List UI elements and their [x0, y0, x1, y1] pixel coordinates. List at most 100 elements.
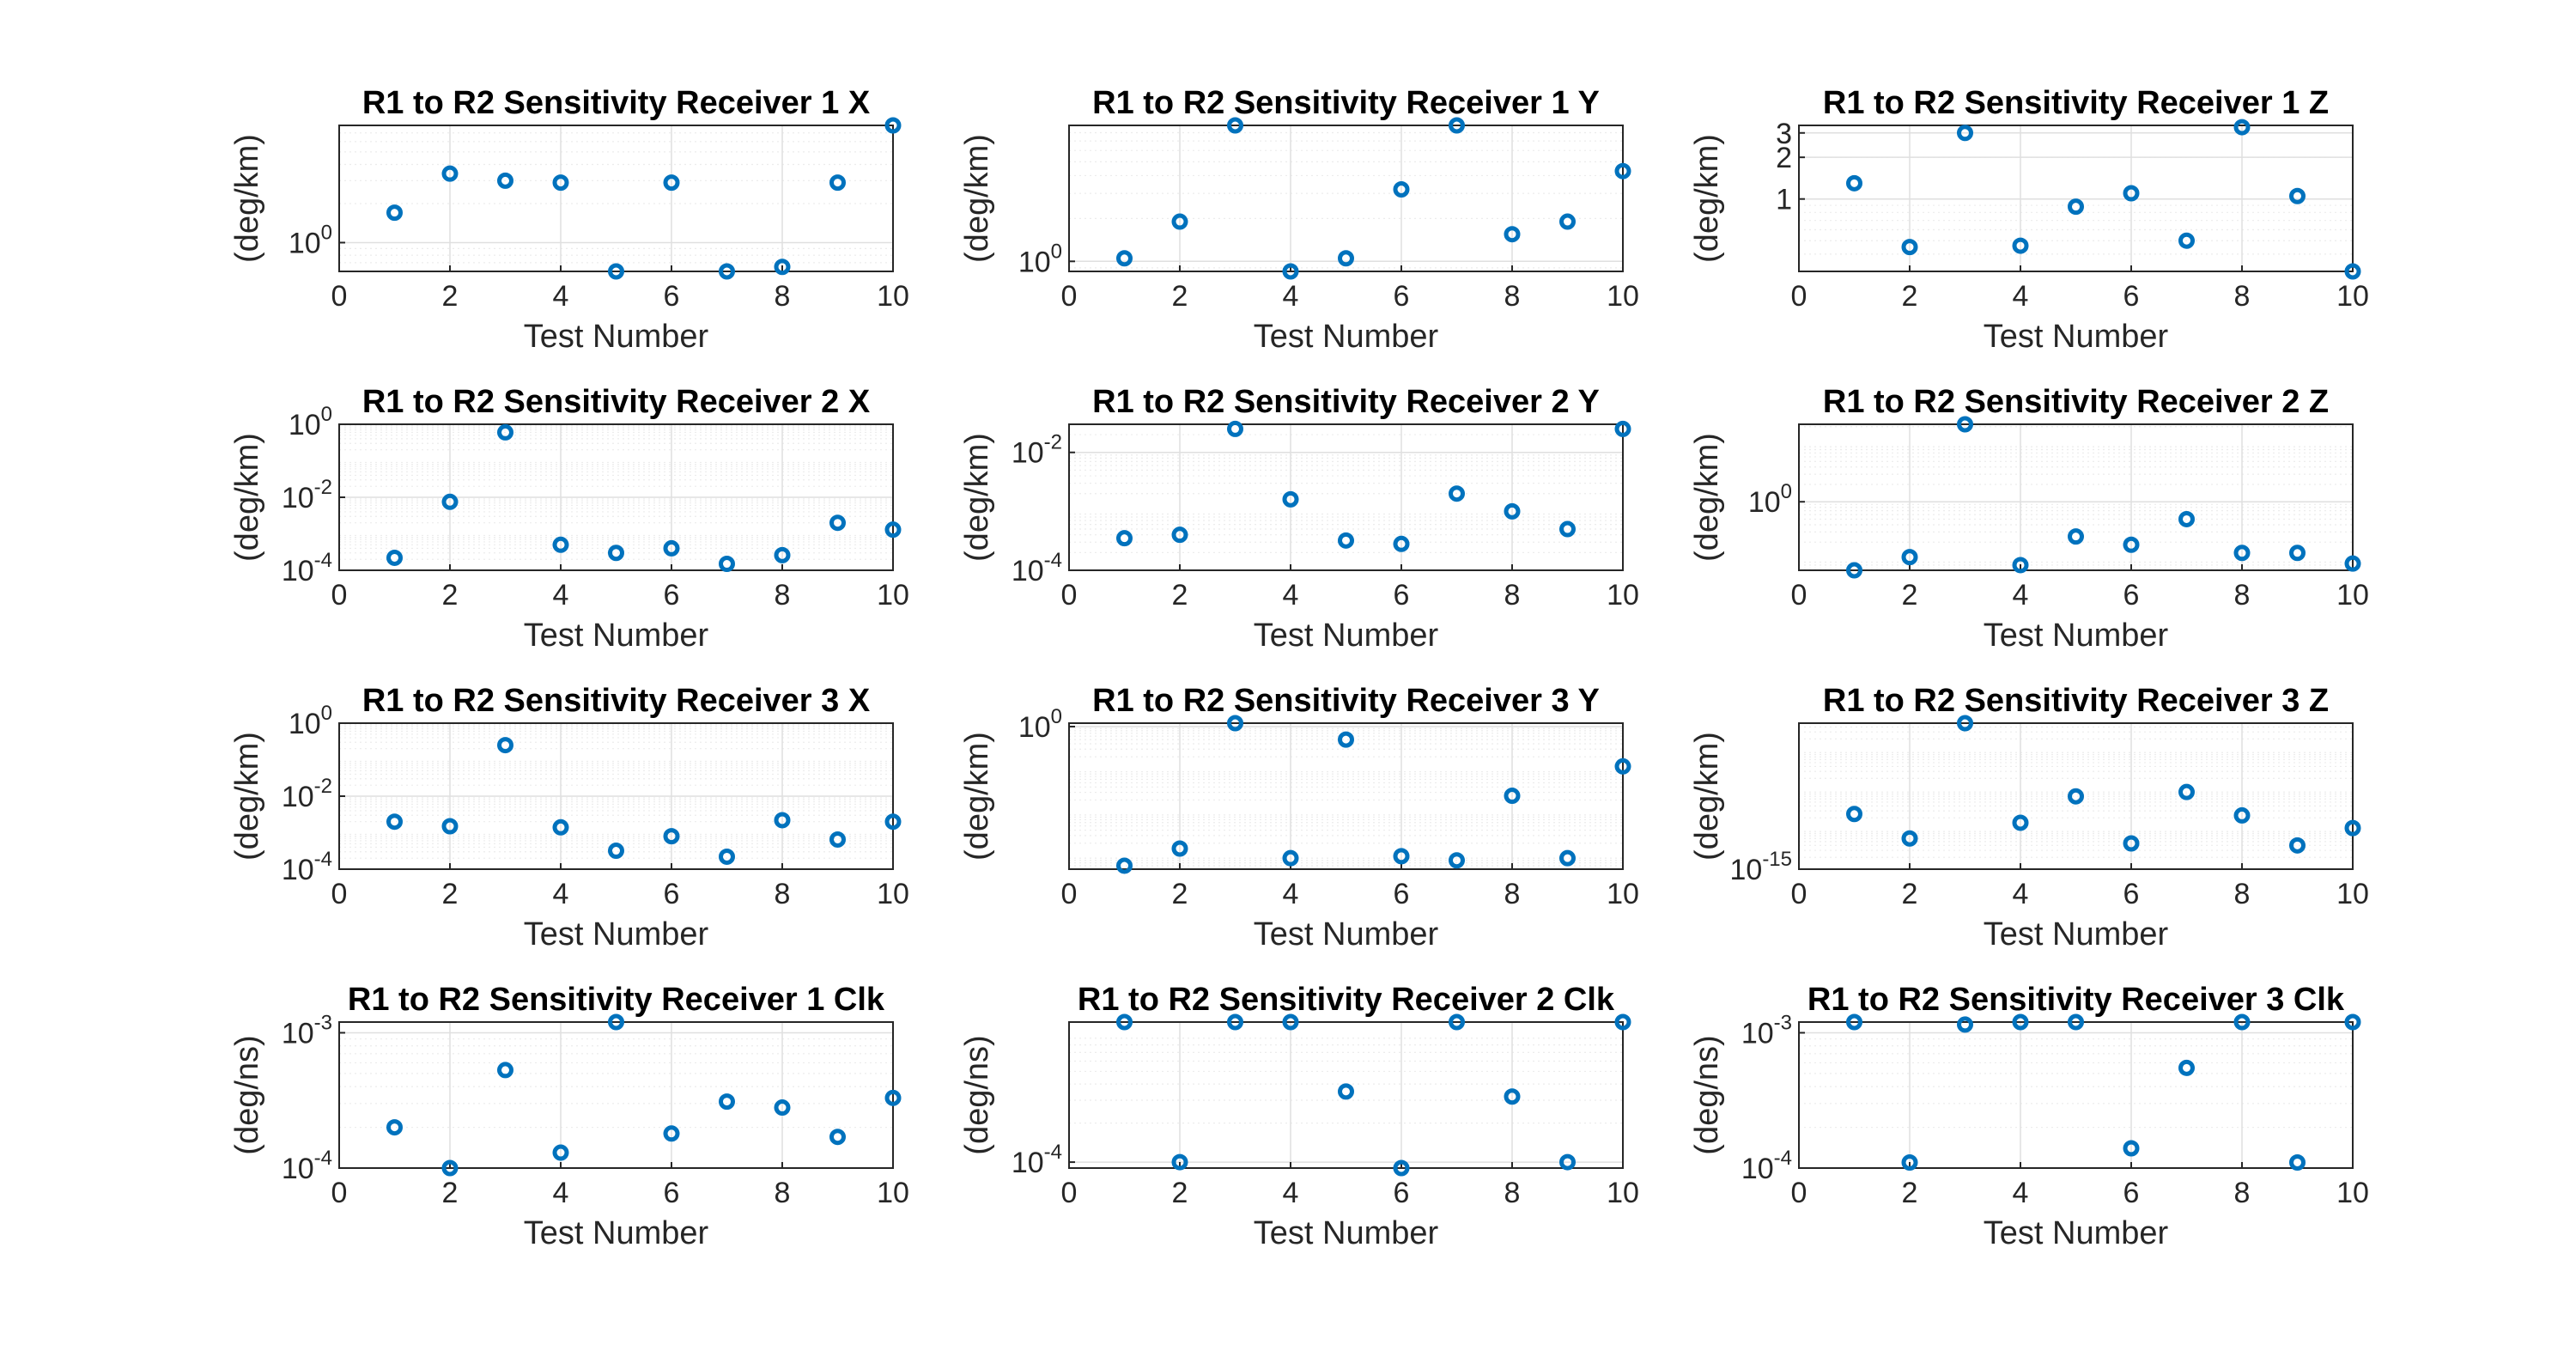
x-tick-label: 0 [1791, 280, 1807, 313]
data-point [1171, 526, 1188, 544]
data-point [2012, 237, 2029, 254]
data-point [608, 843, 624, 860]
data-point [1338, 731, 1354, 748]
data-point [2344, 263, 2361, 280]
data-point [663, 828, 680, 845]
y-tick-label: 10-4 [282, 1147, 332, 1185]
data-point [2344, 1013, 2361, 1031]
x-tick-label: 6 [1394, 878, 1410, 910]
x-tick-label: 6 [664, 1177, 680, 1209]
data-point [2289, 837, 2306, 854]
data-point [2123, 835, 2140, 852]
data-point [2012, 557, 2029, 574]
x-tick-label: 8 [2234, 579, 2251, 612]
subplot-12: 0 2 4 6 8 10 10-4 10-3 R1 to R2 Sensitivity Rece… [1689, 982, 2369, 1251]
x-tick-label: 0 [331, 1177, 348, 1209]
data-point [2233, 119, 2251, 136]
x-tick-label: 0 [331, 280, 348, 313]
data-point [1449, 852, 1465, 869]
data-point [386, 1119, 403, 1136]
y-axis-label: (deg/ns) [229, 1035, 265, 1154]
data-point [719, 1093, 735, 1111]
data-point [1116, 530, 1133, 547]
data-point [774, 546, 791, 563]
data-point [1171, 213, 1188, 230]
y-axis-label: (deg/km) [229, 732, 265, 861]
data-point [663, 539, 680, 557]
data-point [1901, 549, 1918, 566]
data-point [829, 831, 846, 848]
y-tick-label: 2 [1776, 142, 1792, 174]
x-tick-label: 0 [331, 579, 348, 612]
subplot-title: R1 to R2 Sensitivity Receiver 3 Y [1092, 683, 1600, 719]
x-axis-label: Test Number [524, 916, 709, 952]
subplot-title: R1 to R2 Sensitivity Receiver 2 Y [1092, 384, 1600, 420]
x-tick-label: 10 [1607, 1177, 1639, 1209]
data-point [497, 1062, 513, 1079]
y-tick-label: 10-4 [282, 848, 332, 886]
x-tick-label: 10 [1607, 579, 1639, 612]
data-point [2344, 819, 2361, 837]
subplot-title: R1 to R2 Sensitivity Receiver 3 X [362, 683, 871, 719]
x-tick-label: 4 [2013, 1177, 2029, 1209]
x-tick-label: 4 [553, 579, 569, 612]
subplot-title: R1 to R2 Sensitivity Receiver 1 Z [1823, 85, 2329, 121]
data-point [1116, 857, 1133, 874]
data-point [829, 514, 846, 532]
subplot-title: R1 to R2 Sensitivity Receiver 2 Clk [1078, 982, 1615, 1018]
data-point [1957, 1016, 1973, 1033]
data-point [2344, 555, 2361, 572]
y-axis-label: (deg/km) [229, 433, 265, 562]
plot-area [1798, 1021, 2354, 1169]
data-point [441, 1159, 459, 1177]
plot-area [1068, 1021, 1624, 1169]
data-point [1338, 250, 1354, 267]
x-tick-label: 0 [1061, 280, 1078, 313]
data-point [2178, 1059, 2195, 1076]
data-point [884, 813, 902, 831]
x-axis-label: Test Number [524, 1215, 709, 1251]
data-point [441, 165, 459, 182]
data-point [1504, 1088, 1521, 1105]
data-point [1614, 162, 1631, 180]
data-point [2123, 536, 2140, 553]
data-point [2068, 198, 2084, 216]
x-axis-label: Test Number [524, 319, 709, 355]
x-tick-label: 0 [1791, 579, 1807, 612]
y-axis-label: (deg/km) [959, 134, 995, 263]
data-point [2068, 1013, 2084, 1031]
x-tick-label: 2 [442, 579, 459, 612]
x-tick-label: 0 [1791, 1177, 1807, 1209]
x-tick-label: 4 [1283, 280, 1299, 313]
x-tick-label: 6 [1394, 579, 1410, 612]
data-point [608, 1013, 624, 1031]
x-axis-label: Test Number [1254, 319, 1439, 355]
data-point [884, 117, 902, 134]
data-point [2068, 528, 2084, 545]
y-tick-label: 10-4 [1741, 1147, 1792, 1185]
subplot-9: 0 2 4 6 8 10 10-15 R1 to R2 Sensitivity Receive… [1689, 683, 2369, 952]
data-point [719, 556, 735, 573]
data-point [1282, 1013, 1299, 1031]
data-point [884, 1089, 902, 1106]
data-point [1227, 117, 1243, 134]
x-tick-label: 4 [1283, 878, 1299, 910]
y-axis-label: (deg/km) [1689, 732, 1725, 861]
x-tick-label: 6 [664, 878, 680, 910]
data-point [2123, 185, 2140, 202]
y-axis-label: (deg/km) [229, 134, 265, 263]
data-point [552, 819, 569, 836]
y-tick-label: 10-4 [282, 549, 332, 587]
data-point [1504, 226, 1521, 243]
data-point [1338, 532, 1354, 549]
x-tick-label: 8 [1504, 579, 1521, 612]
subplot-4: 0 2 4 6 8 10 10-4 10-2 100 R1 to R2 Sensitivity R… [229, 384, 909, 654]
x-tick-label: 8 [775, 280, 791, 313]
x-tick-label: 2 [442, 878, 459, 910]
data-point [441, 818, 459, 835]
y-tick-label: 3 [1776, 118, 1792, 150]
data-point [2123, 1140, 2140, 1157]
x-tick-label: 0 [1061, 579, 1078, 612]
y-tick-label: 10-2 [282, 476, 332, 514]
